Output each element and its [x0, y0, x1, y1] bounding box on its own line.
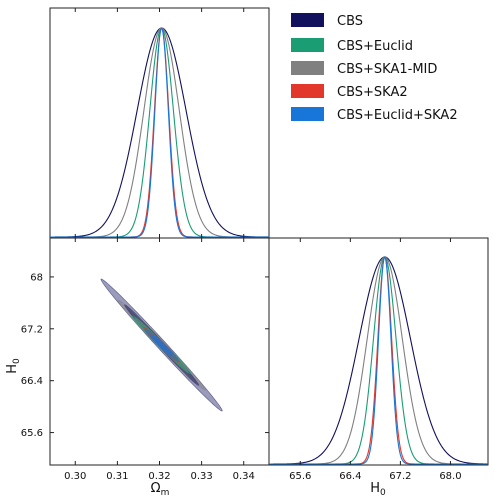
omega-m-axis-label: Ωm	[151, 481, 170, 498]
h0-marginal-curve	[269, 256, 488, 465]
legend-label: CBS+Euclid+SKA2	[337, 108, 458, 123]
h0-y-tick-label: 68	[30, 272, 43, 283]
legend-swatch	[291, 38, 324, 52]
h0-y-axis-label: H0	[5, 358, 22, 374]
contour-1sigma	[151, 334, 173, 356]
h0-marginal-curve	[269, 255, 488, 465]
h0-marginal-curve	[269, 256, 489, 465]
legend-swatch	[291, 84, 324, 98]
legend: CBS CBS+Euclid CBS+SKA1-MID CBS+SKA2 CBS…	[291, 13, 458, 123]
joint-contours	[100, 278, 223, 412]
h0-marginal-panel	[268, 237, 489, 466]
h0-marginal-curves	[269, 255, 489, 465]
legend-label: CBS	[337, 14, 363, 29]
h0-x-tick-label: 66.4	[339, 471, 361, 482]
omega-tick-label: 0.33	[190, 471, 212, 482]
omega-tick-label: 0.32	[148, 471, 170, 482]
legend-label: CBS+Euclid	[337, 39, 413, 54]
h0-y-tick-label: 67.2	[21, 324, 43, 335]
h0-x-tick-label: 65.6	[289, 471, 311, 482]
omega-marginal-curves	[50, 27, 270, 238]
h0-y-tick-label: 65.6	[21, 428, 43, 439]
h0-x-axis-label: H0	[370, 481, 386, 498]
legend-swatch	[291, 61, 324, 75]
h0-x-tick-label: 68.0	[439, 471, 461, 482]
axis-ticks: 0.30 0.31 0.32 0.33 0.34 65.6 66.4 67.2 68.0 65.6…	[21, 8, 462, 482]
omega-marginal-curve	[50, 27, 270, 238]
legend-label: CBS+SKA2	[337, 85, 408, 100]
omega-marginal-curve	[50, 27, 269, 238]
h0-y-tick-label: 66.4	[21, 376, 43, 387]
omega-tick-label: 0.30	[64, 471, 86, 482]
omega-marginal-curve	[50, 27, 269, 238]
legend-label: CBS+SKA1-MID	[337, 62, 437, 77]
legend-swatch	[291, 107, 324, 121]
omega-tick-label: 0.31	[106, 471, 128, 482]
omega-tick-label: 0.34	[233, 471, 255, 482]
h0-x-tick-label: 67.2	[389, 471, 411, 482]
legend-swatch	[291, 13, 324, 27]
omega-marginal-curve	[50, 27, 269, 238]
omega-marginal-curve	[50, 27, 269, 238]
joint-contour-panel	[49, 237, 270, 466]
